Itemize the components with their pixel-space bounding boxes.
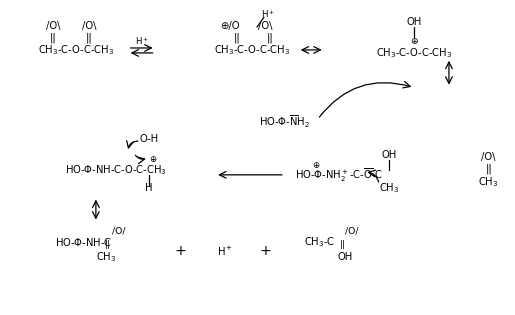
- Text: CH$_3$-C-O-C-CH$_3$: CH$_3$-C-O-C-CH$_3$: [38, 43, 114, 57]
- Text: CH$_3$-C: CH$_3$-C: [304, 235, 335, 249]
- Text: +: +: [175, 244, 186, 258]
- Text: H$^+$: H$^+$: [217, 245, 233, 258]
- Text: ⊕: ⊕: [410, 37, 418, 46]
- Text: ||: ||: [85, 33, 92, 43]
- Text: /O\: /O\: [482, 152, 496, 162]
- Text: ||: ||: [50, 33, 57, 43]
- Text: ⊕: ⊕: [312, 161, 319, 170]
- Text: OH: OH: [406, 17, 422, 27]
- Text: OH: OH: [382, 150, 397, 160]
- Text: /O\: /O\: [82, 21, 96, 31]
- Text: ||: ||: [105, 240, 111, 249]
- Text: CH$_3$-C-O-C-CH$_3$: CH$_3$-C-O-C-CH$_3$: [214, 43, 290, 57]
- Text: /O\: /O\: [258, 21, 272, 31]
- Text: HO-$\Phi$-$\mathregular{\overline{N}}$H$_2$: HO-$\Phi$-$\mathregular{\overline{N}}$H$…: [259, 114, 311, 130]
- Text: /O/: /O/: [345, 227, 358, 236]
- Text: CH$_3$: CH$_3$: [379, 181, 400, 195]
- Text: H$^+$: H$^+$: [261, 9, 275, 20]
- Text: ||: ||: [339, 240, 346, 249]
- Text: H$^+$: H$^+$: [134, 35, 149, 47]
- Text: +: +: [259, 244, 271, 258]
- Text: HO-$\Phi$-NH-C: HO-$\Phi$-NH-C: [56, 236, 112, 248]
- Text: CH$_3$: CH$_3$: [478, 175, 499, 189]
- Text: HO-$\Phi$-NH$_2^+$-C-$\mathregular{\overline{O}}$-C: HO-$\Phi$-NH$_2^+$-C-$\mathregular{\over…: [296, 166, 384, 184]
- Text: H: H: [145, 183, 152, 193]
- Text: ||: ||: [234, 33, 241, 43]
- Text: /O\: /O\: [46, 21, 60, 31]
- Text: CH$_3$: CH$_3$: [96, 250, 116, 264]
- Text: OH: OH: [338, 252, 353, 262]
- Text: ||: ||: [267, 33, 273, 43]
- Text: /O/: /O/: [112, 227, 126, 236]
- Text: ⊕: ⊕: [149, 156, 156, 164]
- Text: ||: ||: [485, 164, 492, 174]
- Text: HO-$\Phi$-NH-C-O-C-CH$_3$: HO-$\Phi$-NH-C-O-C-CH$_3$: [65, 163, 167, 177]
- Text: O-H: O-H: [139, 134, 158, 144]
- Text: ⊕/O: ⊕/O: [220, 21, 240, 31]
- Text: CH$_3$-C-O-C-CH$_3$: CH$_3$-C-O-C-CH$_3$: [376, 46, 452, 60]
